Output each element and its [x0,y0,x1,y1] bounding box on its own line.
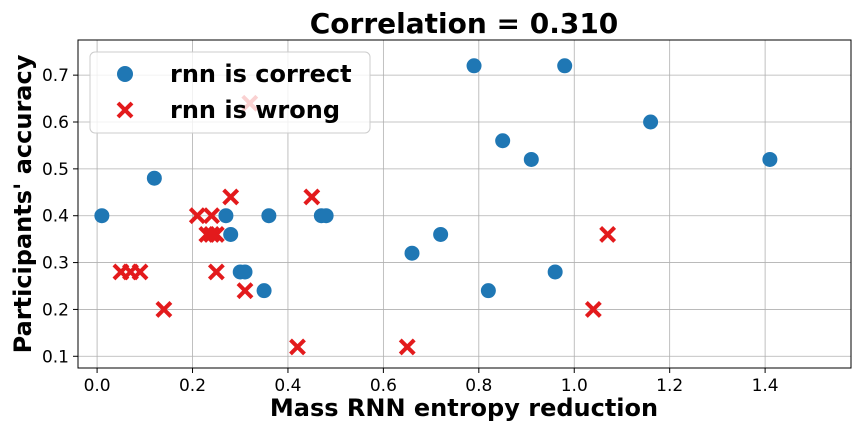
correct-point [318,208,334,224]
wrong-point [207,263,225,281]
wrong-point [398,338,416,356]
correct-point [762,151,778,167]
correct-point [404,245,420,261]
x-tick-label: 1.0 [561,376,588,396]
correct-point [146,170,162,186]
correct-point [261,208,277,224]
legend-marker-correct [117,66,133,82]
x-tick-label: 0.6 [370,376,397,396]
y-tick-label: 0.5 [42,160,69,180]
wrong-point [222,188,240,206]
x-axis-label: Mass RNN entropy reduction [270,394,658,422]
y-tick-label: 0.1 [42,347,69,367]
y-tick-label: 0.2 [42,300,69,320]
x-tick-label: 0.8 [465,376,492,396]
correct-point [256,283,272,299]
legend-label-correct: rnn is correct [170,60,352,88]
legend: rnn is correct rnn is wrong [89,51,371,134]
correct-point [466,58,482,74]
wrong-point [188,207,206,225]
wrong-point [289,338,306,356]
wrong-point [584,301,602,318]
x-axis-ticks: 0.0 0.2 0.4 0.6 0.8 1.0 1.2 1.4 [84,368,779,396]
x-tick-label: 0.4 [274,376,301,396]
correct-point [480,283,496,299]
correct-point [237,264,253,280]
wrong-point [303,188,321,206]
y-tick-label: 0.3 [42,254,69,274]
wrong-point [599,226,617,243]
y-tick-label: 0.6 [42,113,69,133]
y-tick-label: 0.4 [42,207,69,227]
wrong-point [155,301,173,318]
wrong-point [131,263,149,281]
correct-point [94,208,110,224]
x-tick-label: 0.2 [179,376,206,396]
y-axis-ticks: 0.1 0.2 0.3 0.4 0.5 0.6 0.7 [42,66,78,367]
correct-point [223,226,239,242]
wrong-point [207,226,225,243]
wrong-point [236,282,254,300]
wrong-point [203,226,221,243]
correct-point [643,114,659,130]
correct-point [433,226,449,242]
x-tick-label: 1.2 [656,376,683,396]
legend-marker-wrong [116,101,134,119]
chart-title: Correlation = 0.310 [310,7,619,40]
x-tick-label: 0.0 [84,376,111,396]
y-axis-label: Participants' accuracy [9,54,37,353]
data-points [94,58,778,356]
correct-point [218,208,234,224]
plot-frame [77,39,852,369]
correct-point [523,151,539,167]
correct-point [495,133,511,149]
correct-point [557,58,573,74]
correct-point [547,264,563,280]
legend-box [89,51,371,134]
wrong-point [203,207,221,225]
legend-label-wrong: rnn is wrong [170,96,340,124]
y-tick-label: 0.7 [42,66,69,86]
x-tick-label: 1.4 [752,376,779,396]
